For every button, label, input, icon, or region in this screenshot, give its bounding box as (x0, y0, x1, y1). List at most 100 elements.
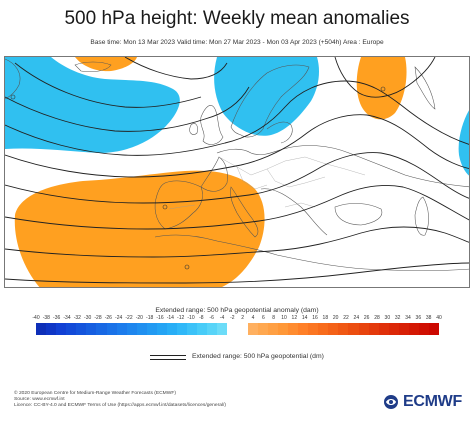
colorbar-tick-label: 12 (291, 315, 298, 321)
colorbar-tick-label: -4 (219, 315, 225, 321)
colorbar-tick-label: -30 (84, 315, 92, 321)
colorbar-tick-label: -40 (32, 315, 40, 321)
colorbar-swatch (348, 323, 359, 335)
colorbar-swatch (429, 323, 440, 335)
marker-icon (380, 86, 386, 92)
anomaly-map (4, 56, 470, 288)
marker-icon (184, 264, 190, 270)
colorbar-tick-label: -2 (230, 315, 235, 321)
colorbar-swatch (368, 323, 379, 335)
colorbar-swatch (156, 323, 168, 335)
colorbar-tick-label: -20 (135, 315, 143, 321)
contour-legend-label: Extended range: 500 hPa geopotential (dm… (192, 353, 324, 360)
colorbar-swatch (237, 323, 248, 335)
chart-title: 500 hPa height: Weekly mean anomalies (64, 8, 410, 29)
colorbar-tick-label: -18 (146, 315, 154, 321)
contour-line (334, 57, 436, 98)
colorbar-tick-label: -6 (209, 315, 214, 321)
ecmwf-logo-text: ECMWF (403, 393, 462, 410)
colorbar-tick-label: 2 (241, 315, 245, 321)
marker-icon (10, 94, 16, 100)
iceland-coast (74, 61, 112, 73)
contour-line (5, 114, 469, 178)
colorbar-tick-label: 34 (405, 315, 411, 321)
contour-line (5, 262, 469, 284)
colorbar-tick-label: -28 (94, 315, 102, 321)
greenland-coast (5, 58, 21, 100)
colorbar-tick-label: 18 (322, 315, 329, 321)
colorbar-swatch (388, 323, 399, 335)
colorbar-tick-label: 40 (436, 315, 442, 321)
ecmwf-logo-icon (384, 395, 398, 409)
colorbar-tick-label: -16 (156, 315, 164, 321)
contour-line (5, 152, 469, 204)
france-coast (200, 156, 228, 192)
contour-line (5, 86, 250, 132)
colorbar-tick-label: -32 (73, 315, 81, 321)
colorbar-swatch (146, 323, 157, 335)
pressure-markers (10, 86, 386, 270)
colorbar-swatch (46, 323, 57, 335)
colorbar-tick-label: 22 (343, 315, 349, 321)
colorbar-swatch (398, 323, 409, 335)
footer-licence: Licence: CC-BY-4.0 and ECMWF Terms of Us… (14, 403, 227, 408)
colorbar-tick-label: 32 (394, 315, 401, 321)
colorbar-tick-label: -36 (53, 315, 61, 321)
colorbar-tick-label: 28 (374, 315, 380, 321)
border-line (284, 202, 316, 208)
colorbar-tick-label: 38 (425, 315, 432, 321)
colorbar-tick-label: 30 (384, 315, 391, 321)
negative-anomaly-scandinavia (214, 57, 319, 136)
contour-line (124, 57, 228, 80)
colorbar-tick-label: 20 (332, 315, 339, 321)
colorbar-swatch (106, 323, 117, 335)
colorbar-swatch (197, 323, 208, 335)
colorbar-swatch (116, 323, 127, 335)
colorbar-tick-label: -10 (187, 315, 195, 321)
border-line (236, 166, 268, 190)
footer-source: Source: www.ecmwf.int (14, 397, 65, 402)
colorbar-swatch (36, 323, 47, 335)
copyright-footer: © 2020 European Centre for Medium-Range … (14, 391, 226, 409)
colorbar-tick-label: -38 (42, 315, 50, 321)
baltic-coast (266, 121, 293, 144)
border-line (168, 204, 196, 210)
colorbar-swatch (308, 323, 319, 335)
colorbar-tick-label: -24 (115, 315, 123, 321)
colorbar-tick-label: 16 (312, 315, 318, 321)
colorbar-tick-label: 4 (251, 315, 255, 321)
colorbar-tick-label: -8 (199, 315, 204, 321)
black-sea-coast (334, 203, 383, 226)
colorbar-tick-label: -14 (166, 315, 174, 321)
colorbar-tick-label: -12 (177, 315, 185, 321)
colorbar-swatch (126, 323, 137, 335)
novaya-zemlya-coast (414, 66, 436, 110)
iberia-coast (154, 180, 203, 230)
colorbar-tick-label: 24 (353, 315, 360, 321)
italy-coast (230, 186, 259, 238)
british-isles-coast (189, 105, 224, 145)
negative-anomaly-north-atlantic (5, 57, 180, 153)
colorbar-swatch (328, 323, 339, 335)
colorbar-swatch (418, 323, 430, 335)
colorbar-swatch (227, 323, 238, 335)
positive-anomaly-iceland (75, 57, 137, 72)
ecmwf-logo: ECMWF (383, 393, 462, 410)
balkans-coast (260, 188, 328, 236)
colorbar-swatch (408, 323, 419, 335)
positive-anomaly-norwegian-sea (356, 57, 407, 120)
colorbar-swatch (136, 323, 147, 335)
colorbar-swatch (76, 323, 87, 335)
colorbar-tick-label: -22 (125, 315, 133, 321)
colorbar-swatch (66, 323, 77, 335)
colorbar-tick-label: -26 (104, 315, 112, 321)
colorbar-swatch (96, 323, 107, 335)
marker-icon (162, 204, 168, 210)
border-line (304, 156, 366, 176)
contour-line (14, 62, 202, 108)
north-africa-coast (154, 234, 469, 271)
contour-legend-line (150, 359, 186, 360)
map-canvas (5, 57, 469, 287)
colorbar-swatch (378, 323, 389, 335)
contour-line (5, 226, 469, 258)
